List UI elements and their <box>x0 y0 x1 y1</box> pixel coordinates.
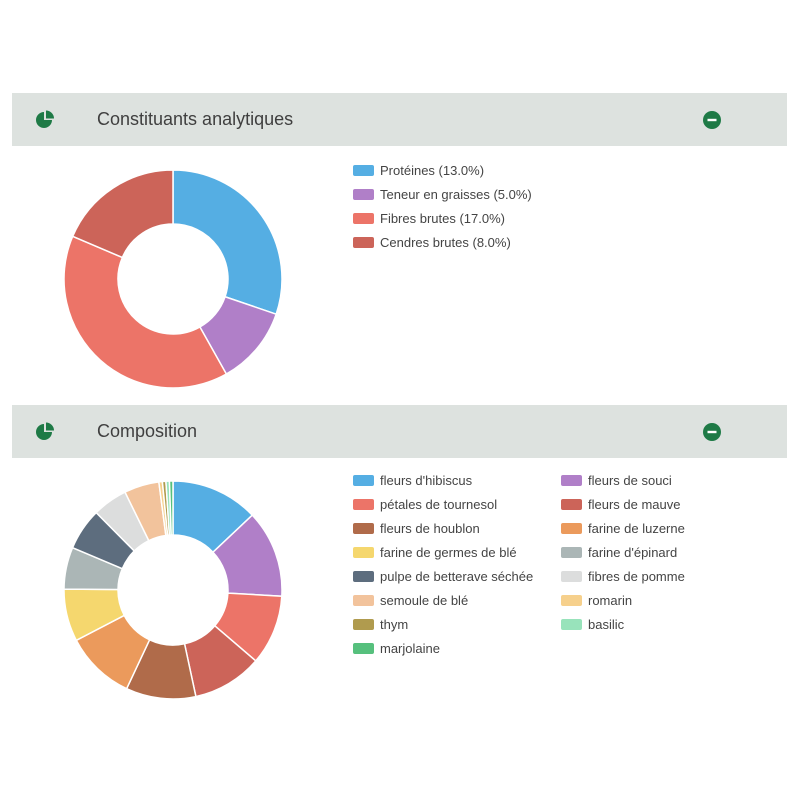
legend-item[interactable]: Teneur en graisses (5.0%) <box>353 184 532 204</box>
legend-label: marjolaine <box>380 640 440 656</box>
legend-label: thym <box>380 616 409 632</box>
legend-item[interactable]: basilic <box>561 614 624 634</box>
legend-label: fibres de pomme <box>588 568 685 584</box>
donut-chart-constituants <box>63 169 283 389</box>
legend-item[interactable]: fleurs de souci <box>561 470 672 490</box>
panel-title: Constituants analytiques <box>97 109 294 129</box>
legend-label: Protéines (13.0%) <box>380 162 485 178</box>
legend-swatch <box>353 594 374 606</box>
legend-item[interactable]: marjolaine <box>353 638 440 658</box>
donut-chart-composition <box>63 480 283 700</box>
legend-label: fleurs d'hibiscus <box>380 472 473 488</box>
legend-item[interactable]: farine de germes de blé <box>353 542 517 562</box>
legend-item[interactable]: Cendres brutes (8.0%) <box>353 232 511 252</box>
legend-item[interactable]: Fibres brutes (17.0%) <box>353 208 505 228</box>
legend-label: fleurs de souci <box>588 472 672 488</box>
pie-chart-icon <box>36 110 54 128</box>
legend-swatch <box>353 164 374 176</box>
donut-slice-fibres-brutes[interactable] <box>63 235 228 389</box>
legend-swatch <box>561 522 582 534</box>
legend-swatch <box>353 474 374 486</box>
legend-swatch <box>353 522 374 534</box>
legend-item[interactable]: farine d'épinard <box>561 542 677 562</box>
legend-swatch <box>353 236 374 248</box>
legend-label: pétales de tournesol <box>380 496 498 512</box>
legend-swatch <box>353 570 374 582</box>
legend-label: farine de luzerne <box>588 520 685 536</box>
legend-label: Cendres brutes (8.0%) <box>380 234 511 250</box>
panel-header-composition: Composition <box>12 405 787 458</box>
legend-item[interactable]: thym <box>353 614 408 634</box>
legend-label: Fibres brutes (17.0%) <box>380 210 505 226</box>
legend-label: Teneur en graisses (5.0%) <box>380 186 532 202</box>
legend-label: fleurs de mauve <box>588 496 681 512</box>
legend-label: farine d'épinard <box>588 544 678 560</box>
collapse-minus-icon[interactable] <box>703 423 721 441</box>
legend-item[interactable]: fleurs de mauve <box>561 494 681 514</box>
legend-swatch <box>561 546 582 558</box>
legend-swatch <box>353 188 374 200</box>
legend-label: romarin <box>588 592 633 608</box>
legend-item[interactable]: Protéines (13.0%) <box>353 160 484 180</box>
legend-swatch <box>353 642 374 654</box>
donut-slice-cendres-brutes[interactable] <box>71 169 174 259</box>
legend-swatch <box>353 618 374 630</box>
legend-swatch <box>353 546 374 558</box>
legend-item[interactable]: pulpe de betterave séchée <box>353 566 533 586</box>
legend-swatch <box>561 618 582 630</box>
legend-swatch <box>561 474 582 486</box>
legend-label: semoule de blé <box>380 592 469 608</box>
legend-swatch <box>561 594 582 606</box>
legend-item[interactable]: fleurs d'hibiscus <box>353 470 472 490</box>
legend-swatch <box>561 570 582 582</box>
legend-item[interactable]: fibres de pomme <box>561 566 685 586</box>
legend-label: basilic <box>588 616 625 632</box>
donut-slice-protéines[interactable] <box>172 169 283 316</box>
legend-swatch <box>561 498 582 510</box>
legend-item[interactable]: semoule de blé <box>353 590 468 610</box>
collapse-minus-icon[interactable] <box>703 111 721 129</box>
legend-swatch <box>353 498 374 510</box>
legend-item[interactable]: farine de luzerne <box>561 518 685 538</box>
legend-label: farine de germes de blé <box>380 544 517 560</box>
legend-item[interactable]: romarin <box>561 590 632 610</box>
legend-swatch <box>353 212 374 224</box>
legend-label: fleurs de houblon <box>380 520 480 536</box>
legend-label: pulpe de betterave séchée <box>380 568 534 584</box>
legend-item[interactable]: pétales de tournesol <box>353 494 497 514</box>
donut-slice-marjolaine[interactable] <box>168 480 174 536</box>
pie-chart-icon <box>36 422 54 440</box>
legend-item[interactable]: fleurs de houblon <box>353 518 480 538</box>
panel-header-constituants: Constituants analytiques <box>12 93 787 146</box>
panel-title: Composition <box>97 421 198 441</box>
